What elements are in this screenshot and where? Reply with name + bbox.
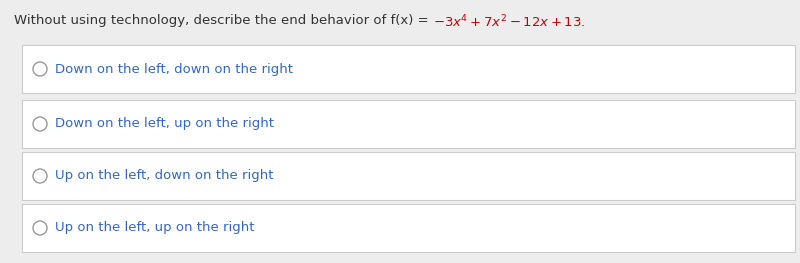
- Text: $-3x^4 + 7x^2 - 12x + 13.$: $-3x^4 + 7x^2 - 12x + 13.$: [433, 14, 586, 31]
- FancyBboxPatch shape: [22, 204, 795, 252]
- Circle shape: [33, 62, 47, 76]
- FancyBboxPatch shape: [22, 152, 795, 200]
- Circle shape: [33, 221, 47, 235]
- FancyBboxPatch shape: [22, 100, 795, 148]
- Text: Up on the left, down on the right: Up on the left, down on the right: [55, 169, 274, 183]
- Text: Down on the left, up on the right: Down on the left, up on the right: [55, 118, 274, 130]
- FancyBboxPatch shape: [22, 45, 795, 93]
- Text: Without using technology, describe the end behavior of f(x) =: Without using technology, describe the e…: [14, 14, 433, 27]
- Text: Down on the left, down on the right: Down on the left, down on the right: [55, 63, 293, 75]
- Text: Up on the left, up on the right: Up on the left, up on the right: [55, 221, 254, 235]
- Circle shape: [33, 169, 47, 183]
- Circle shape: [33, 117, 47, 131]
